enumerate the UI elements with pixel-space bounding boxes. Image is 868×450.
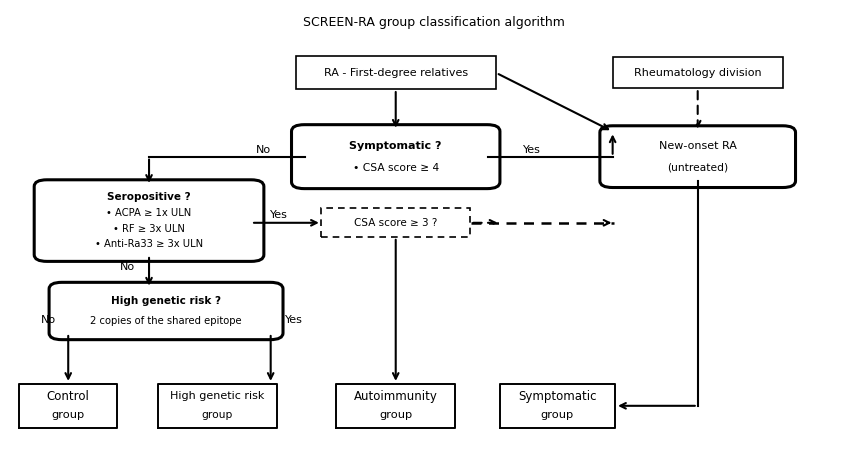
Text: Symptomatic: Symptomatic <box>518 390 596 403</box>
FancyBboxPatch shape <box>296 56 496 90</box>
Text: No: No <box>120 262 135 272</box>
Text: Yes: Yes <box>285 315 303 325</box>
FancyBboxPatch shape <box>600 126 795 188</box>
Text: Yes: Yes <box>270 210 288 220</box>
Text: group: group <box>379 410 412 420</box>
Text: High genetic risk: High genetic risk <box>170 391 264 401</box>
Text: 2 copies of the shared epitope: 2 copies of the shared epitope <box>90 315 242 326</box>
Text: • Anti-Ra33 ≥ 3x ULN: • Anti-Ra33 ≥ 3x ULN <box>95 239 203 249</box>
Text: New-onset RA: New-onset RA <box>659 141 737 151</box>
FancyBboxPatch shape <box>292 125 500 189</box>
Polygon shape <box>336 384 456 428</box>
Text: SCREEN-RA group classification algorithm: SCREEN-RA group classification algorithm <box>303 16 565 28</box>
Text: • ACPA ≥ 1x ULN: • ACPA ≥ 1x ULN <box>107 207 192 218</box>
Text: • RF ≥ 3x ULN: • RF ≥ 3x ULN <box>113 224 185 234</box>
Polygon shape <box>500 384 615 428</box>
Text: Rheumatology division: Rheumatology division <box>634 68 761 78</box>
Text: group: group <box>51 410 85 420</box>
Text: RA - First-degree relatives: RA - First-degree relatives <box>324 68 468 78</box>
Text: Autoimmunity: Autoimmunity <box>354 390 437 403</box>
Text: Symptomatic ?: Symptomatic ? <box>350 140 442 151</box>
Polygon shape <box>19 384 117 428</box>
Polygon shape <box>158 384 277 428</box>
Text: (untreated): (untreated) <box>667 162 728 172</box>
Text: • CSA score ≥ 4: • CSA score ≥ 4 <box>352 162 439 173</box>
FancyBboxPatch shape <box>49 282 283 340</box>
Text: group: group <box>541 410 574 420</box>
FancyBboxPatch shape <box>34 180 264 261</box>
Text: Yes: Yes <box>523 144 541 155</box>
Text: No: No <box>41 315 56 325</box>
Text: No: No <box>256 144 272 155</box>
Text: group: group <box>201 410 233 420</box>
Text: Control: Control <box>47 390 89 403</box>
Text: CSA score ≥ 3 ?: CSA score ≥ 3 ? <box>354 218 437 228</box>
FancyBboxPatch shape <box>321 208 470 237</box>
FancyBboxPatch shape <box>613 58 783 88</box>
Text: Seropositive ?: Seropositive ? <box>108 192 191 202</box>
Text: High genetic risk ?: High genetic risk ? <box>111 297 221 306</box>
